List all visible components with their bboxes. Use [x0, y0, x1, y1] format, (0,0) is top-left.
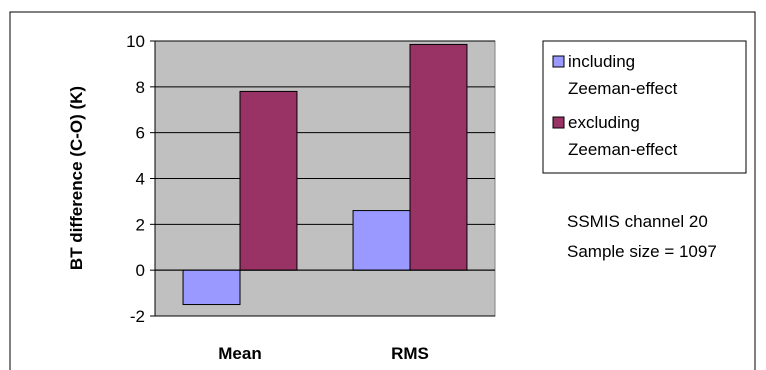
- category-labels: Mean RMS: [218, 344, 429, 363]
- legend-label: including: [568, 52, 635, 71]
- bar-rms-series-1: [352, 210, 411, 271]
- legend-box: [542, 40, 747, 174]
- legend: including Zeeman-effect excluding Zeeman-ef…: [552, 52, 678, 159]
- chart-border: [9, 11, 756, 370]
- y-tick-labels: -2 0 2 4 6 8 10: [126, 32, 155, 326]
- legend-swatch: [552, 116, 565, 129]
- y-tick-label: -2: [130, 307, 145, 326]
- bar-rms-series-2: [409, 43, 468, 271]
- annotation-sample-size: Sample size = 1097: [567, 242, 717, 261]
- legend-label: Zeeman-effect: [568, 140, 678, 159]
- legend-swatch: [552, 55, 565, 68]
- y-tick-label: 0: [136, 261, 145, 280]
- y-tick-label: 8: [136, 78, 145, 97]
- bar-mean-series-2: [239, 90, 298, 271]
- y-tick-label: 2: [136, 215, 145, 234]
- category-label: Mean: [218, 344, 261, 363]
- y-tick-label: 4: [136, 170, 145, 189]
- category-label: RMS: [391, 344, 429, 363]
- annotation-channel: SSMIS channel 20: [567, 212, 708, 231]
- y-axis-title: BT difference (C-O) (K): [67, 86, 86, 270]
- legend-label: excluding: [568, 113, 640, 132]
- bar-mean-series-1: [182, 269, 241, 306]
- bars: [182, 43, 468, 306]
- y-tick-label: 6: [136, 124, 145, 143]
- legend-label: Zeeman-effect: [568, 79, 678, 98]
- y-tick-label: 10: [126, 32, 145, 51]
